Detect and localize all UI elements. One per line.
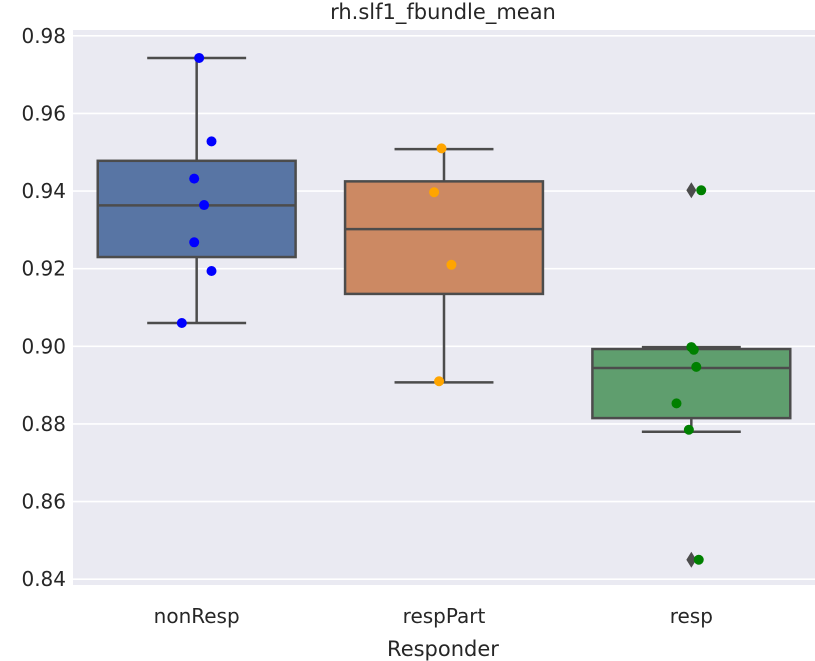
y-tick-label: 0.98 (21, 24, 66, 48)
y-tick-label: 0.92 (21, 257, 66, 281)
data-point (206, 136, 217, 147)
strip-points (176, 52, 707, 565)
data-point (429, 187, 440, 198)
data-point (189, 173, 200, 184)
data-point (683, 424, 694, 435)
x-axis-title: Responder (387, 637, 499, 661)
data-point (691, 361, 702, 372)
y-axis-ticks: 0.84 0.86 0.88 0.90 0.92 0.94 0.96 0.98 (21, 24, 66, 591)
data-point (189, 237, 200, 248)
y-tick-label: 0.94 (21, 179, 66, 203)
data-point (696, 185, 707, 196)
y-tick-label: 0.96 (21, 101, 66, 125)
data-point (434, 376, 445, 387)
outlier-marker (686, 182, 697, 199)
chart-title: rh.slf1_fbundle_mean (330, 0, 556, 25)
box-resp (591, 182, 792, 568)
box-body (591, 347, 792, 420)
data-point (671, 398, 682, 409)
y-tick-label: 0.86 (21, 490, 66, 514)
outlier-marker (686, 551, 697, 568)
x-tick-label-respPart: respPart (403, 604, 486, 628)
data-point (693, 554, 704, 565)
data-point (199, 200, 210, 211)
x-axis-ticks: nonResp respPart resp (154, 604, 713, 628)
data-point (688, 344, 699, 355)
y-tick-label: 0.88 (21, 412, 66, 436)
box-body (343, 180, 545, 296)
data-point (446, 259, 457, 270)
y-tick-label: 0.84 (21, 567, 66, 591)
data-point (206, 266, 217, 277)
data-point (194, 52, 205, 63)
data-point (176, 318, 187, 329)
x-tick-label-nonResp: nonResp (154, 604, 240, 628)
x-tick-label-resp: resp (670, 604, 713, 628)
data-point (436, 143, 447, 154)
y-tick-label: 0.90 (21, 334, 66, 358)
